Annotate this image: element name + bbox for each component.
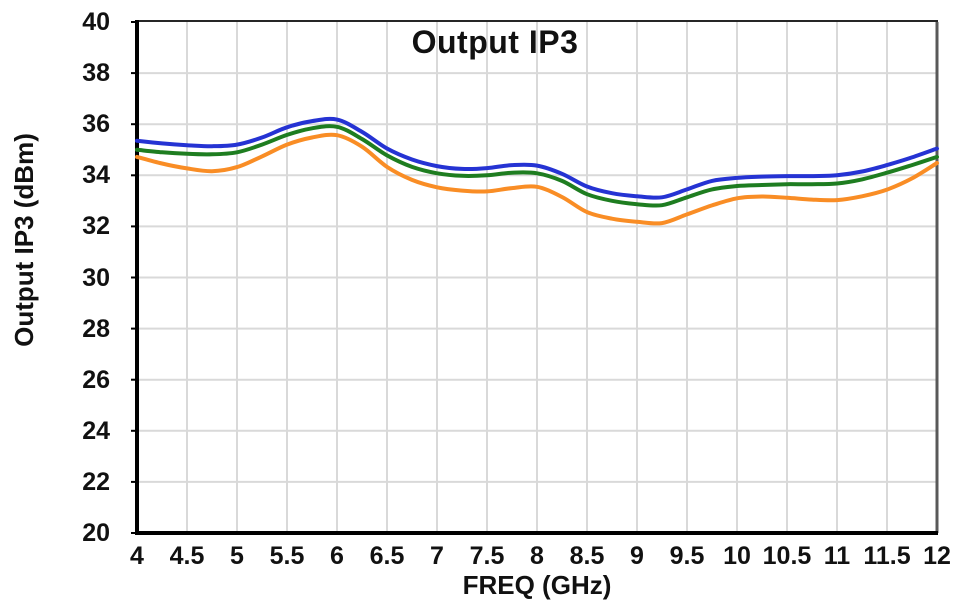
x-tick-label: 5 (230, 542, 244, 570)
y-tick-label: 34 (82, 161, 110, 190)
x-tick-label: 10.5 (762, 542, 812, 570)
orange-trace-path (135, 132, 939, 226)
x-tick-label: 4.5 (169, 542, 205, 570)
gridlines (137, 22, 938, 533)
x-tick-label: 4 (130, 542, 144, 570)
y-tick-label: 28 (82, 314, 110, 343)
x-tick-label: 9.5 (669, 542, 705, 570)
x-tick-label: 11.5 (863, 542, 911, 570)
blue-trace-path (135, 116, 939, 200)
x-tick-label: 8.5 (569, 542, 605, 570)
x-tick-label: 6 (330, 542, 344, 570)
y-tick-label: 22 (82, 467, 110, 496)
y-tick-label: 30 (82, 263, 110, 292)
x-tick-label: 11 (823, 542, 851, 570)
y-tick-label: 40 (82, 8, 110, 36)
x-tick-label: 10 (723, 542, 751, 570)
y-tick-label: 20 (82, 519, 110, 547)
y-axis-title: Output IP3 (dBm) (9, 133, 39, 347)
y-tick-label: 24 (82, 416, 110, 445)
x-axis-title: FREQ (GHz) (462, 570, 612, 600)
y-tick-label: 36 (82, 110, 110, 139)
x-tick-label: 7.5 (469, 542, 505, 570)
y-tick-label: 26 (82, 365, 110, 394)
x-tick-label: 5.5 (269, 542, 305, 570)
x-tick-label: 12 (923, 542, 951, 570)
y-tick-label: 32 (82, 212, 110, 241)
chart-title: Output IP3 (411, 24, 579, 60)
plot-border (131, 20, 939, 535)
x-tick-label: 8 (530, 542, 544, 570)
x-tick-label: 9 (630, 542, 644, 570)
x-tick-label: 6.5 (369, 542, 405, 570)
green-trace-path (135, 124, 939, 208)
y-tick-label: 38 (82, 59, 110, 88)
x-tick-label: 7 (430, 542, 444, 570)
series-paths (135, 116, 939, 226)
